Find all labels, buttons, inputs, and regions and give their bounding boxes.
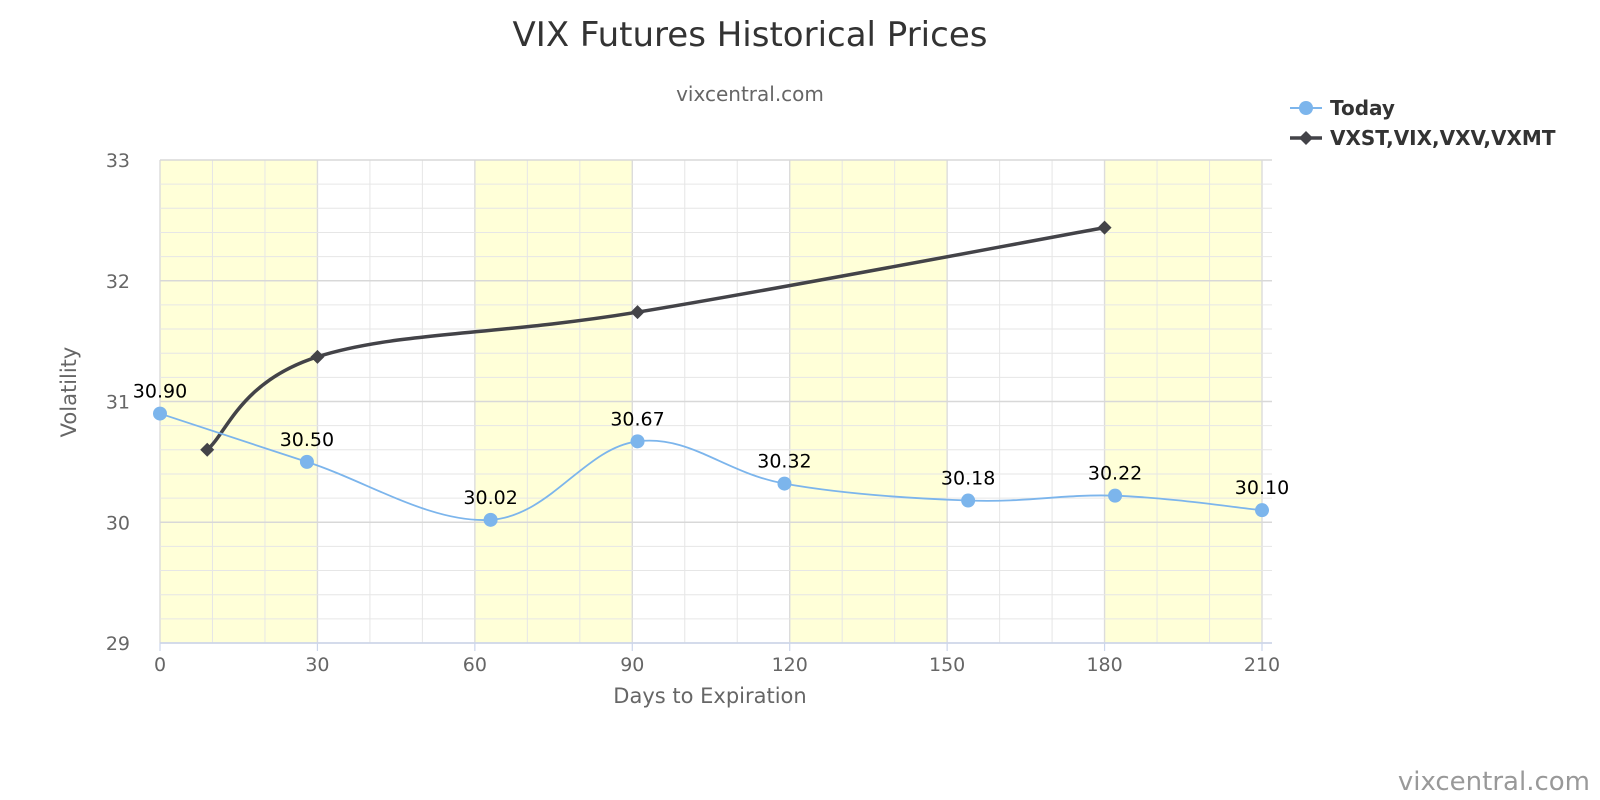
legend: Today VXST,VIX,VXV,VXMT xyxy=(1290,96,1556,150)
data-label: 30.02 xyxy=(463,487,517,509)
data-point[interactable] xyxy=(1097,220,1112,235)
data-point[interactable] xyxy=(200,442,215,457)
x-axis-title: Days to Expiration xyxy=(613,684,806,708)
x-tick-label: 210 xyxy=(1244,654,1280,676)
data-label: 30.22 xyxy=(1088,463,1142,485)
legend-label: VXST,VIX,VXV,VXMT xyxy=(1330,126,1556,150)
data-point[interactable] xyxy=(961,493,976,508)
data-label: 30.10 xyxy=(1235,477,1289,499)
y-axis-title: Volatility xyxy=(57,347,81,438)
data-label: 30.90 xyxy=(133,381,187,403)
data-label: 30.50 xyxy=(280,429,334,451)
y-tick-label: 32 xyxy=(106,271,130,293)
legend-label: Today xyxy=(1330,96,1395,120)
chart-subtitle: vixcentral.com xyxy=(676,82,824,106)
series-today xyxy=(153,406,1269,527)
credit-text: vixcentral.com xyxy=(1398,767,1590,797)
series-term-structure xyxy=(200,220,1112,457)
data-point[interactable] xyxy=(1108,488,1123,503)
x-tick-label: 180 xyxy=(1086,654,1122,676)
y-tick-label: 30 xyxy=(106,512,130,534)
x-tick-label: 90 xyxy=(620,654,644,676)
data-point[interactable] xyxy=(310,349,325,364)
data-point[interactable] xyxy=(777,476,792,491)
x-tick-label: 60 xyxy=(463,654,487,676)
x-tick-label: 0 xyxy=(154,654,166,676)
series-line xyxy=(206,225,1105,452)
chart-title: VIX Futures Historical Prices xyxy=(513,15,988,55)
data-point[interactable] xyxy=(1255,503,1269,518)
x-tick-label: 30 xyxy=(305,654,329,676)
axes: 0 30 60 90 120 150 180 210 29 30 31 32 33 xyxy=(106,150,1280,676)
y-tick-label: 29 xyxy=(106,633,130,655)
data-labels: 30.90 30.50 30.02 30.67 30.32 30.18 30.22 30.10 xyxy=(133,381,1289,509)
series-line xyxy=(159,412,1263,521)
data-point[interactable] xyxy=(299,454,314,469)
y-tick-label: 31 xyxy=(106,392,130,414)
data-label: 30.18 xyxy=(941,468,995,490)
data-point[interactable] xyxy=(153,406,167,421)
legend-marker xyxy=(1299,131,1313,145)
legend-item[interactable]: Today xyxy=(1290,96,1395,120)
grid-lines xyxy=(159,159,1272,644)
data-point[interactable] xyxy=(630,305,645,320)
data-label: 30.32 xyxy=(757,451,811,473)
series-layer xyxy=(153,220,1269,527)
legend-item[interactable]: VXST,VIX,VXV,VXMT xyxy=(1290,126,1556,150)
data-label: 30.67 xyxy=(610,408,664,430)
x-tick-label: 150 xyxy=(929,654,965,676)
data-point[interactable] xyxy=(483,512,498,527)
data-point[interactable] xyxy=(630,434,645,449)
x-tick-label: 120 xyxy=(772,654,808,676)
legend-marker xyxy=(1299,101,1313,115)
y-tick-label: 33 xyxy=(106,150,130,172)
